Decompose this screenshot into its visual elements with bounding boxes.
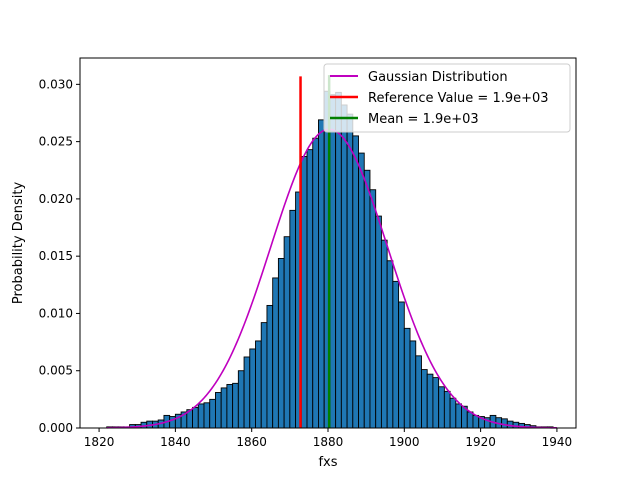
y-axis-ticks: 0.000 0.005 0.010 0.015 0.020 0.025 0.030 [39, 77, 80, 435]
histogram-bar [369, 189, 377, 429]
histogram-bar [312, 137, 319, 429]
legend-label-gaussian: Gaussian Distribution [368, 70, 508, 85]
histogram-bar [243, 356, 251, 429]
histogram-bar [375, 215, 382, 429]
x-tick-label: 1940 [542, 435, 573, 449]
y-tick-label: 0.025 [39, 135, 73, 149]
histogram-bar [358, 152, 365, 429]
histogram-bar [209, 398, 216, 429]
histogram-bar [329, 94, 337, 429]
x-tick-label: 1820 [84, 435, 115, 449]
histogram-bar [426, 373, 434, 429]
histogram-bar [340, 104, 348, 429]
histogram-bar [398, 301, 405, 429]
histogram-bar [272, 277, 279, 429]
histogram-bar [306, 149, 314, 429]
histogram-bar [352, 135, 359, 429]
y-tick-label: 0.010 [39, 306, 73, 320]
histogram-bar [232, 382, 239, 429]
histogram-bar [220, 387, 228, 429]
histogram-bar [443, 390, 451, 429]
histogram-bar [455, 403, 462, 429]
histogram-bar [192, 406, 199, 429]
y-tick-label: 0.015 [39, 249, 73, 263]
histogram-bar [409, 340, 417, 429]
y-axis-label: Probability Density [11, 182, 26, 305]
histogram-bar [438, 386, 445, 429]
legend-box [323, 63, 571, 133]
x-tick-label: 1900 [389, 435, 420, 449]
x-tick-label: 1880 [313, 435, 344, 449]
y-tick-label: 0.005 [39, 364, 73, 378]
histogram-bar [472, 414, 480, 429]
histogram-bar [226, 384, 234, 429]
histogram-bar [214, 392, 222, 429]
histogram-bar [300, 156, 308, 429]
histogram-bar [260, 322, 268, 429]
histogram-bar [432, 377, 440, 429]
histogram-bar [380, 239, 388, 429]
histogram-bar [289, 209, 297, 429]
y-tick-label: 0.020 [39, 192, 73, 206]
x-tick-label: 1860 [236, 435, 267, 449]
histogram-bar [466, 411, 474, 429]
histogram-bar [249, 348, 256, 429]
histogram-bar [266, 304, 274, 429]
x-axis-label: fxs [318, 455, 337, 470]
y-tick-label: 0.000 [39, 421, 73, 435]
histogram-bar [255, 340, 262, 429]
histogram-bar [318, 119, 325, 429]
histogram-bar [363, 169, 371, 429]
x-tick-label: 1920 [465, 435, 496, 449]
histogram-bar [335, 91, 342, 429]
histogram-bar [197, 403, 205, 429]
histogram-bar [392, 280, 400, 429]
histogram-bar [449, 397, 457, 429]
histogram-bar [277, 258, 285, 429]
x-axis-ticks: 1820 1840 1860 1880 1900 1920 1940 [84, 428, 572, 449]
histogram-bar [501, 418, 508, 429]
histogram-bar [403, 327, 411, 429]
histogram-bar [283, 236, 291, 429]
histogram-bar [237, 370, 245, 429]
histogram-bar [203, 402, 211, 429]
legend: Gaussian Distribution Reference Value = … [323, 63, 571, 133]
x-tick-label: 1840 [160, 435, 191, 449]
histogram-bar [421, 369, 428, 429]
legend-label-mean: Mean = 1.9e+03 [368, 112, 479, 127]
histogram-bar [346, 113, 354, 429]
histogram-bar [415, 355, 422, 429]
legend-label-reference: Reference Value = 1.9e+03 [368, 91, 549, 106]
histogram-bar [386, 260, 394, 429]
y-tick-label: 0.030 [39, 77, 73, 91]
